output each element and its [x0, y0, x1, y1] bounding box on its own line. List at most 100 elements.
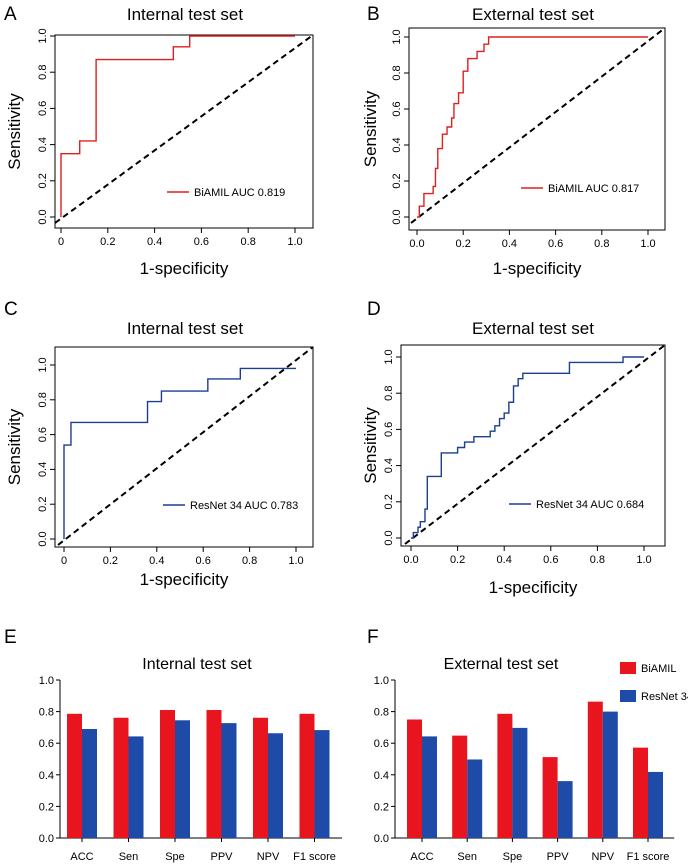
bar-biamil	[497, 713, 513, 838]
y-tick-label: 0.2	[391, 173, 403, 188]
y-tick-label: 0.2	[383, 494, 395, 509]
chance-diagonal	[54, 34, 314, 224]
y-tick-label: 0.0	[37, 209, 49, 224]
bar-biamil	[542, 757, 558, 838]
panel-letter: C	[4, 299, 18, 320]
chance-diagonal	[57, 346, 314, 546]
category-label: F1 score	[627, 851, 670, 863]
x-tick-label: 0.8	[242, 555, 257, 567]
y-axis-label: Sensitivity	[361, 90, 380, 167]
category-label: PPV	[210, 851, 233, 863]
y-tick-label: 0.8	[391, 65, 403, 80]
roc-curve	[63, 367, 296, 539]
bar-resnet-34	[467, 759, 483, 838]
bar-resnet-34	[175, 720, 190, 838]
y-tick-label: 0.6	[37, 101, 49, 116]
y-tick-label: 0.8	[383, 386, 395, 401]
roc-curve	[411, 356, 644, 539]
bar-biamil	[160, 710, 175, 838]
x-tick-label: 0.2	[100, 236, 115, 248]
y-tick-label: 0.8	[39, 707, 54, 719]
panel-title: Internal test set	[127, 319, 244, 338]
x-axis-label: 1-specificity	[140, 570, 229, 589]
category-label: Spe	[165, 851, 185, 863]
panel-title: Internal test set	[127, 5, 244, 24]
y-tick-label: 0.6	[391, 101, 403, 116]
x-tick-label: 1.0	[636, 554, 651, 566]
category-label: Sen	[457, 851, 477, 863]
panel-title: External test set	[444, 656, 559, 673]
bar-panel-e: E Internal test set 0.0 0.2 0.4 0.6 0.8 1.0 ACC S…	[4, 627, 342, 863]
category-label: PPV	[547, 851, 570, 863]
roc-panel-a: A Internal test set 0 0.2 0.4 0.6 0.8 1.0 0.0 0.2…	[4, 4, 314, 278]
legend-label: ResNet 34 AUC 0.684	[536, 499, 644, 511]
y-tick-label: 0.2	[374, 801, 389, 813]
panel-title: Internal test set	[142, 656, 252, 673]
legend-label: BiAMIL AUC 0.819	[194, 187, 285, 199]
category-label: F1 score	[293, 851, 336, 863]
plot-frame	[54, 34, 314, 229]
bar-resnet-34	[648, 771, 663, 838]
panel-letter: A	[4, 4, 17, 25]
y-tick-label: 0.6	[383, 422, 395, 437]
bar-biamil	[407, 719, 422, 838]
legend-label: ResNet 34 AUC 0.783	[190, 500, 298, 512]
x-tick-label: 0.6	[543, 554, 558, 566]
x-tick-label: 0.0	[409, 238, 424, 250]
x-tick-label: 0.0	[403, 554, 418, 566]
bar-resnet-34	[268, 733, 283, 838]
y-tick-label: 1.0	[39, 675, 54, 687]
y-tick-label: 0.4	[37, 462, 49, 477]
x-tick-label: 0.8	[590, 554, 605, 566]
x-tick-label: 0.6	[548, 238, 563, 250]
bar-resnet-34	[512, 727, 528, 838]
bar-biamil	[253, 717, 268, 838]
y-tick-label: 0.0	[39, 833, 54, 845]
category-label: Spe	[503, 851, 523, 863]
x-tick-label: 0.4	[497, 554, 512, 566]
y-tick-label: 0.4	[383, 458, 395, 473]
x-tick-label: 0.4	[147, 236, 162, 248]
x-tick-label: 0.4	[149, 555, 164, 567]
y-tick-label: 0.0	[383, 530, 395, 545]
x-tick-label: 1.0	[640, 238, 655, 250]
bar-resnet-34	[422, 736, 437, 838]
bar-biamil	[113, 717, 129, 838]
roc-curve	[60, 35, 295, 217]
y-tick-label: 0.0	[37, 531, 49, 546]
panel-letter: F	[367, 627, 379, 648]
y-tick-label: 0.4	[39, 770, 54, 782]
plot-frame	[54, 346, 314, 548]
category-label: NPV	[257, 851, 280, 863]
x-tick-label: 0.2	[456, 238, 471, 250]
legend-label: ResNet 34	[641, 691, 688, 703]
roc-panel-c: C Internal test set 0 0.2 0.4 0.6 0.8 1.0 0.0 0.2…	[4, 299, 314, 589]
bar-biamil	[206, 710, 222, 838]
x-axis-label: 1-specificity	[489, 578, 578, 597]
panel-letter: B	[367, 4, 380, 25]
y-tick-label: 0.6	[374, 738, 389, 750]
y-tick-label: 0.8	[37, 65, 49, 80]
bar-biamil	[67, 713, 82, 838]
y-tick-label: 0.4	[37, 137, 49, 152]
x-tick-label: 0.6	[194, 236, 209, 248]
category-label: ACC	[70, 851, 93, 863]
x-tick-label: 0.8	[594, 238, 609, 250]
y-tick-label: 1.0	[383, 349, 395, 364]
roc-panel-b: B External test set 0.0 0.2 0.4 0.6 0.8 1.0 0.0 0…	[361, 4, 666, 278]
chance-diagonal	[410, 27, 666, 224]
y-tick-label: 1.0	[37, 357, 49, 372]
y-tick-label: 0.2	[37, 497, 49, 512]
plot-frame	[400, 344, 666, 547]
roc-panel-d: D External test set 0.0 0.2 0.4 0.6 0.8 1.0 0.0 0…	[361, 299, 666, 597]
chance-diagonal	[404, 344, 666, 545]
panel-letter: D	[367, 299, 381, 320]
x-tick-label: 0.6	[196, 555, 211, 567]
y-tick-label: 0.2	[37, 173, 49, 188]
x-tick-label: 0	[61, 555, 67, 567]
y-tick-label: 0.0	[391, 209, 403, 224]
legend-label: BiAMIL AUC 0.817	[548, 183, 639, 195]
category-label: NPV	[591, 851, 614, 863]
legend-swatch	[620, 690, 636, 702]
